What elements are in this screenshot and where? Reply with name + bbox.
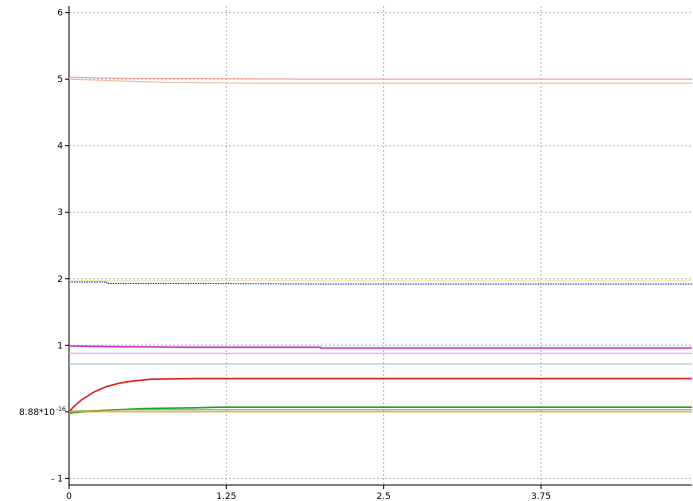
x-tick-label: 1.25: [216, 492, 236, 501]
series-line-3: [69, 281, 692, 285]
y-tick-label: 2: [57, 275, 63, 285]
axes: [65, 6, 692, 489]
x-tick-label: 3.75: [531, 492, 551, 501]
series-line-1: [68, 76, 692, 80]
series-line-5: [68, 345, 692, 349]
series-line-8: [68, 377, 692, 413]
y-tick-label: 8.88*10: [19, 408, 55, 418]
grid: [69, 6, 692, 485]
series-line-2: [68, 78, 692, 84]
x-tick-label: 0: [66, 492, 72, 501]
tick-labels: - 1 8.88*10 -16 1 2 3 4 5 6 0 1.25 2.5 3.75: [19, 9, 551, 501]
y-tick-label: 4: [57, 142, 63, 152]
series-lines: [68, 76, 692, 414]
x-tick-label: 2.5: [376, 492, 390, 501]
y-tick-exponent: -16: [56, 406, 66, 413]
y-tick-label: 6: [57, 9, 63, 19]
y-tick-label: 5: [57, 75, 63, 85]
y-tick-label: - 1: [51, 474, 63, 484]
series-line-10: [68, 409, 692, 412]
y-tick-label: 1: [57, 341, 63, 351]
y-tick-label: 3: [57, 208, 63, 218]
